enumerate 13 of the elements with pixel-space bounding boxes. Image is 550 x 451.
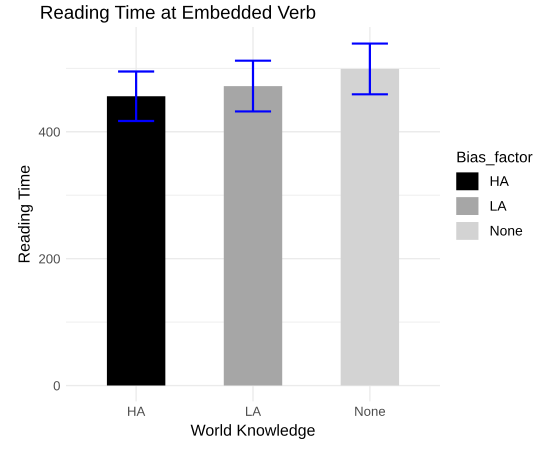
legend-label: LA: [490, 201, 507, 211]
chart-title: Reading Time at Embedded Verb: [41, 5, 316, 23]
y-axis-title: Reading Time: [18, 166, 33, 262]
x-tick-label: HA: [128, 406, 146, 416]
x-tick-label: None: [355, 406, 386, 416]
legend-label: None: [490, 226, 522, 236]
legend-label: HA: [490, 176, 509, 186]
y-tick-label: 400: [38, 127, 60, 137]
x-tick-label: LA: [246, 406, 262, 416]
y-tick-label: 200: [39, 254, 60, 264]
legend-title: Bias_factor: [457, 151, 532, 166]
x-axis-title: World Knowledge: [190, 424, 315, 439]
y-tick-label: 0: [54, 381, 60, 390]
